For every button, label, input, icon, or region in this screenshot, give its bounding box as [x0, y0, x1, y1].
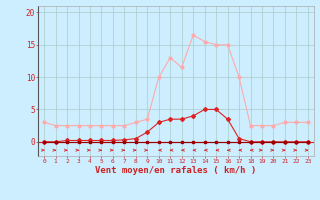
X-axis label: Vent moyen/en rafales ( km/h ): Vent moyen/en rafales ( km/h ): [95, 166, 257, 175]
